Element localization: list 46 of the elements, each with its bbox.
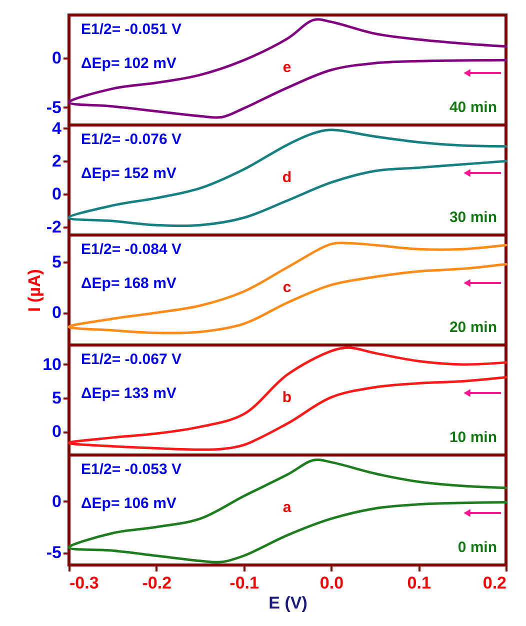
y-tick-label: 5	[52, 252, 62, 272]
annotation: E1/2= -0.076 V	[81, 131, 182, 148]
annotation: ΔEp= 168 mV	[81, 275, 176, 292]
x-tick-label: 0.0	[320, 574, 344, 592]
x-tick-label: -0.1	[230, 574, 259, 592]
annotation: c	[282, 279, 292, 296]
x-tick-label: -0.2	[142, 574, 172, 592]
annotation: ΔEp= 133 mV	[81, 385, 176, 402]
line-series	[68, 346, 508, 451]
y-tick-label: -5	[46, 543, 62, 562]
annotation: E1/2= -0.053 V	[81, 461, 182, 478]
annotation: a	[282, 499, 292, 516]
x-tick-label: 0.2	[482, 574, 506, 592]
y-tick-label: 0	[52, 184, 62, 204]
x-axis-title: E (V)	[268, 594, 308, 612]
line-series	[68, 18, 508, 119]
y-axis-title: I (µA)	[25, 269, 44, 312]
y-tick-label: -5	[46, 98, 62, 117]
annotation: 20 min	[449, 319, 497, 336]
line-series	[68, 242, 508, 334]
y-tick-label: 5	[52, 388, 62, 408]
annotation: 30 min	[449, 209, 497, 226]
annotation: ΔEp= 152 mV	[81, 165, 176, 182]
y-tick-label: 10	[42, 354, 62, 374]
annotation: b	[282, 389, 292, 406]
annotation: d	[282, 169, 292, 186]
line-series	[68, 458, 508, 564]
annotation: ΔEp= 102 mV	[81, 55, 176, 72]
annotation: 0 min	[458, 539, 497, 556]
annotation: E1/2= -0.067 V	[81, 351, 182, 368]
annotation: e	[282, 59, 292, 76]
annotation: E1/2= -0.084 V	[81, 241, 182, 258]
y-tick-label: 0	[52, 492, 62, 511]
y-tick-label: 0	[52, 48, 62, 68]
x-tick-label: -0.3	[70, 574, 99, 592]
x-tick-label: 0.1	[407, 574, 431, 592]
line-series	[68, 128, 508, 228]
y-tick-label: 0	[52, 303, 62, 322]
annotation: ΔEp= 106 mV	[81, 495, 176, 512]
y-tick-label: 2	[52, 152, 62, 171]
annotation: 40 min	[449, 99, 497, 116]
y-tick-label: 0	[52, 422, 62, 442]
annotation: 10 min	[449, 429, 497, 446]
y-tick-label: -2	[46, 217, 62, 236]
annotation: E1/2= -0.051 V	[81, 21, 182, 38]
y-tick-label: 4	[52, 118, 62, 138]
